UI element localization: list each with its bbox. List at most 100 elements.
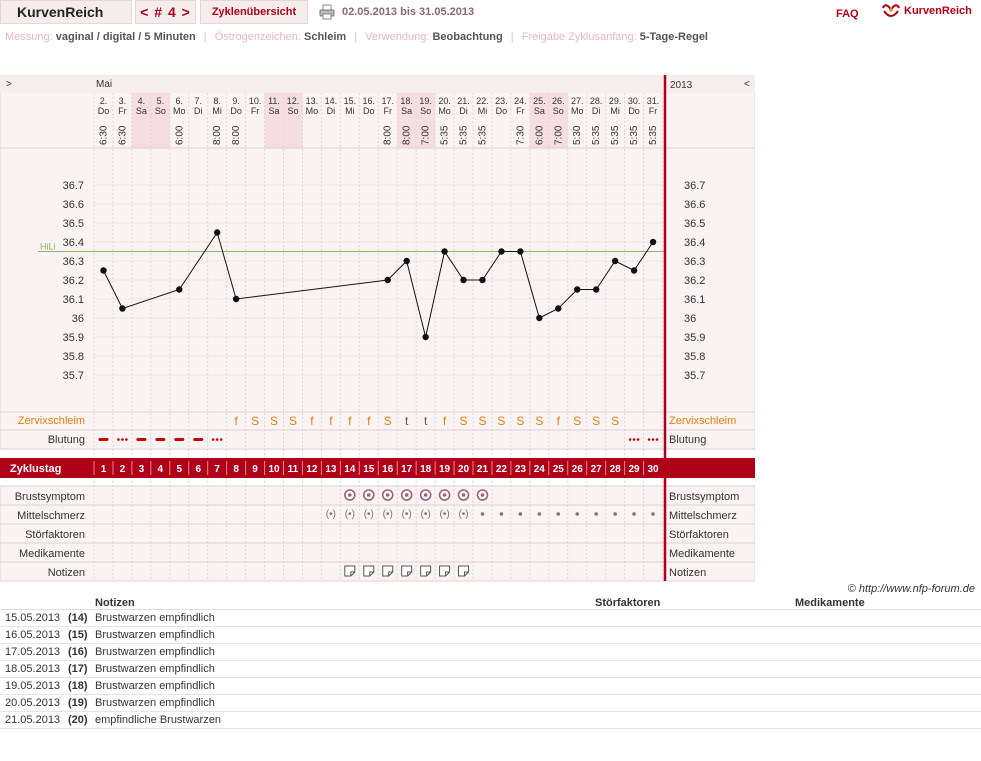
date-label: 20. [438, 96, 451, 106]
midpain-strong-icon: (•) [421, 509, 431, 520]
cervix-mark: f [329, 414, 333, 428]
y-tick-label-right: 36.4 [684, 237, 705, 249]
copyright[interactable]: © http://www.nfp-forum.de [847, 583, 975, 595]
cycle-chart: > Mai 2013 <2. Do 6:30 3. Fr 6:30 4. Sa 5. So 6. Mo 6:0… [0, 75, 755, 582]
cervix-mark: S [270, 414, 278, 428]
bleeding-light-mark [125, 438, 128, 441]
date-label: 22. [476, 96, 489, 106]
cycle-day-number: 15 [363, 464, 375, 475]
row-label-right-breast: Brustsymptom [669, 491, 739, 503]
weekday-label: Do [628, 106, 640, 116]
midpain-dot [537, 512, 542, 516]
cycle-overview-tab[interactable]: Zyklenübersicht [200, 0, 308, 24]
bleeding-heavy-mark [98, 438, 109, 441]
faq-link[interactable]: FAQ [836, 8, 859, 20]
cycle-day-number: 20 [458, 464, 470, 475]
date-label: 28. [590, 96, 603, 106]
note-icon-fold [426, 571, 431, 576]
note-text: Brustwarzen empfindlich [95, 646, 215, 658]
note-cycle-day: (16) [68, 646, 88, 658]
cycle-day-number: 18 [420, 464, 432, 475]
app-title: KurvenReich [17, 4, 104, 20]
midpain-strong-icon: (•) [402, 509, 412, 520]
note-icon [420, 565, 432, 577]
note-icon [382, 565, 394, 577]
cervix-mark: S [497, 414, 505, 428]
cycle-day-number: 16 [382, 464, 394, 475]
bleeding-light-mark [651, 438, 655, 441]
bleeding-heavy-mark [174, 438, 185, 441]
measure-label: Messung: [5, 31, 53, 43]
weekday-label: Do [230, 106, 242, 116]
cervix-mark: S [289, 414, 297, 428]
printer-icon[interactable] [319, 4, 335, 20]
row-label-left-cervix: Zervixschleim [18, 415, 85, 427]
temperature-point [498, 248, 505, 255]
weekday-label: Di [327, 106, 336, 116]
midpain-dot [575, 512, 580, 516]
weekday-label: Fr [251, 106, 260, 116]
breast-symptom-icon-center [404, 493, 409, 497]
temperature-point [100, 267, 107, 274]
notes-table-row: 20.05.2013 (19) Brustwarzen empfindlich [0, 695, 981, 712]
weekday-label: So [155, 106, 166, 116]
weekday-label: Mi [610, 106, 620, 116]
cycle-day-number: 10 [268, 464, 280, 475]
midpain-strong-icon: (•) [458, 509, 468, 520]
weekday-label: Mo [438, 106, 451, 116]
y-tick-label-left: 35.9 [63, 332, 84, 344]
y-tick-label-left: 35.7 [63, 370, 84, 382]
date-label: 3. [119, 96, 127, 106]
note-icon [344, 565, 356, 577]
app-logo-tab[interactable]: KurvenReich [0, 0, 132, 24]
date-label: 10. [249, 96, 262, 106]
notes-table-row: 21.05.2013 (20) empfindliche Brustwarzen [0, 712, 981, 729]
cycle-day-number: 7 [214, 464, 220, 475]
note-date: 16.05.2013 [5, 629, 61, 641]
date-label: 29. [609, 96, 622, 106]
cycle-day-number: 8 [233, 464, 239, 475]
notes-table-row: 17.05.2013 (16) Brustwarzen empfindlich [0, 644, 981, 661]
cervix-mark: f [443, 414, 447, 428]
midpain-dot [613, 512, 617, 516]
notes-table-header: Notizen Störfaktoren Medikamente [0, 595, 981, 610]
date-label: 19. [419, 96, 432, 106]
cycle-day-number: 4 [158, 464, 164, 475]
nav-right: < [744, 79, 750, 90]
cycle-day-number: 29 [629, 464, 641, 475]
cycle-day-number: 9 [252, 464, 258, 475]
cycle-navigation[interactable]: < # 4 > [135, 0, 196, 24]
note-icon-fold [388, 571, 393, 576]
midpain-strong-icon: (•) [345, 509, 355, 520]
notes-table-row: 15.05.2013 (14) Brustwarzen empfindlich [0, 610, 981, 627]
temperature-point [555, 305, 562, 312]
cycle-day-number: 21 [477, 464, 489, 475]
y-tick-label-left: 36 [72, 313, 84, 325]
time-label: 5:35 [477, 125, 488, 145]
cervix-mark: S [251, 414, 259, 428]
time-label: 5:35 [440, 125, 451, 145]
row-label-right-disturb: Störfaktoren [669, 529, 729, 541]
bleeding-light-mark [636, 438, 640, 441]
temperature-point [232, 295, 240, 303]
y-tick-label-left: 36.4 [63, 237, 84, 249]
y-tick-label-left: 36.5 [63, 218, 84, 230]
weekday-label: So [420, 106, 431, 116]
temperature-point [441, 248, 448, 255]
temperature-point [630, 267, 638, 274]
cycle-day-number: 28 [610, 464, 622, 475]
temperature-point [649, 238, 657, 246]
weekday-label: Mo [173, 106, 186, 116]
time-label: 7:00 [553, 125, 564, 145]
heart-curve-icon [882, 4, 900, 17]
y-tick-label-left: 36.6 [63, 199, 84, 211]
temperature-point [403, 257, 410, 265]
cervix-mark: t [405, 414, 409, 428]
cycle-day-number: 14 [344, 464, 356, 475]
temperature-point [517, 248, 524, 255]
cervix-mark: S [460, 414, 468, 428]
midpain-dot [556, 512, 561, 516]
bleeding-light-mark [117, 438, 120, 441]
chart-background [0, 75, 755, 582]
brand-name[interactable]: KurvenReich [904, 5, 972, 17]
